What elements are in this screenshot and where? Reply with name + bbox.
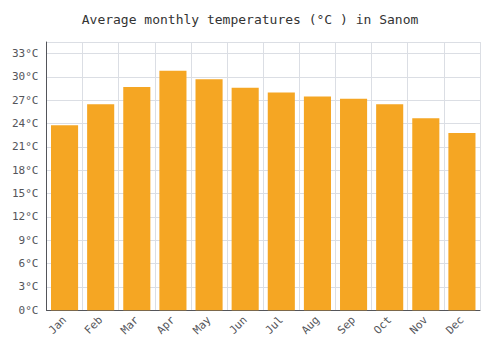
svg-text:Average monthly temperatures (: Average monthly temperatures (°C ) in Sa… bbox=[82, 12, 419, 27]
svg-text:0°C: 0°C bbox=[19, 304, 39, 317]
svg-text:24°C: 24°C bbox=[12, 117, 39, 130]
svg-text:Jan: Jan bbox=[46, 314, 69, 337]
svg-text:Sep: Sep bbox=[335, 314, 358, 337]
svg-text:Aug: Aug bbox=[299, 314, 322, 337]
svg-text:9°C: 9°C bbox=[19, 234, 39, 247]
svg-text:May: May bbox=[190, 313, 213, 336]
svg-text:Apr: Apr bbox=[154, 313, 177, 336]
svg-text:Dec: Dec bbox=[443, 314, 466, 337]
svg-text:33°C: 33°C bbox=[12, 47, 39, 60]
svg-text:Oct: Oct bbox=[371, 314, 394, 337]
svg-text:30°C: 30°C bbox=[12, 70, 39, 83]
svg-text:12°C: 12°C bbox=[12, 210, 39, 223]
svg-text:Feb: Feb bbox=[82, 314, 105, 337]
svg-text:21°C: 21°C bbox=[12, 140, 39, 153]
svg-text:3°C: 3°C bbox=[19, 280, 39, 293]
svg-text:6°C: 6°C bbox=[19, 257, 39, 270]
svg-text:Nov: Nov bbox=[407, 313, 430, 336]
svg-text:18°C: 18°C bbox=[12, 164, 39, 177]
svg-text:27°C: 27°C bbox=[12, 94, 39, 107]
svg-text:Jun: Jun bbox=[227, 314, 250, 337]
svg-text:Jul: Jul bbox=[263, 314, 286, 337]
svg-text:Mar: Mar bbox=[118, 313, 141, 336]
svg-text:15°C: 15°C bbox=[12, 187, 39, 200]
